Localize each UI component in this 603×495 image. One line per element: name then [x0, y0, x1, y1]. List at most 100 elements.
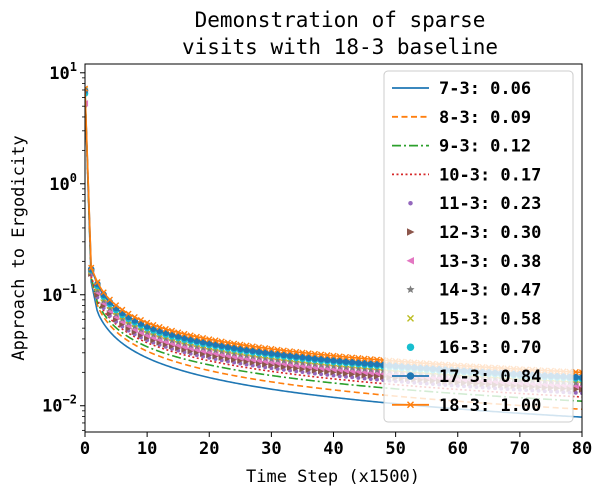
legend-label: 18-3: 1.00 [439, 396, 541, 416]
series-marker [286, 352, 294, 359]
series-marker [336, 362, 344, 370]
series-marker [355, 371, 362, 378]
series-marker [329, 362, 338, 370]
series-marker [299, 349, 306, 356]
series-marker [324, 368, 331, 375]
series-marker [293, 364, 300, 372]
x-tick-label: 80 [572, 439, 592, 459]
series-marker [150, 321, 157, 329]
series-marker [243, 342, 250, 349]
x-tick-label: 30 [261, 439, 281, 459]
series-marker [205, 345, 213, 353]
series-marker [367, 372, 375, 380]
series-marker [348, 358, 356, 366]
legend-label: 13-3: 0.38 [439, 252, 541, 272]
series-marker [255, 353, 263, 361]
series-marker [330, 352, 337, 359]
series-marker [349, 370, 356, 378]
series-marker [311, 350, 318, 358]
series-marker [255, 348, 263, 355]
series-marker [330, 357, 337, 364]
series-marker [261, 354, 269, 362]
series-marker [131, 313, 138, 321]
x-tick-label: 50 [385, 439, 405, 459]
series-marker [162, 325, 169, 333]
series-marker [156, 323, 163, 331]
series-marker [373, 366, 381, 374]
series-marker [305, 366, 313, 373]
series-marker [274, 362, 282, 370]
x-tick-label: 20 [199, 439, 219, 459]
series-marker [342, 363, 350, 371]
series-marker [578, 369, 582, 376]
legend-box [383, 70, 574, 423]
series-marker [280, 351, 288, 359]
series-marker [187, 341, 195, 349]
series-marker [125, 310, 132, 317]
series-marker [286, 364, 294, 371]
series-marker [355, 354, 362, 362]
series-marker [211, 346, 220, 354]
legend-item: 17-3: 0.84 [392, 367, 541, 387]
legend-label: 15-3: 0.58 [439, 309, 541, 329]
series-marker [572, 379, 580, 386]
series-marker [193, 342, 201, 350]
series-marker [162, 334, 170, 342]
series-marker [336, 369, 344, 377]
series-marker [124, 319, 133, 326]
series-marker [286, 348, 294, 355]
chart-title-line-1: Demonstration of sparse [195, 8, 486, 32]
series-marker [218, 347, 226, 355]
series-marker [267, 355, 275, 363]
series-marker [249, 352, 257, 360]
legend-marker [406, 372, 415, 380]
series-marker [286, 357, 294, 365]
series-marker [317, 355, 325, 363]
series-marker [230, 349, 238, 357]
series-marker [336, 353, 343, 360]
legend-item: 15-3: 0.58 [407, 309, 541, 329]
legend-item: 14-3: 0.47 [406, 281, 541, 301]
series-marker [305, 350, 312, 357]
series-marker [261, 349, 269, 356]
series-marker [187, 332, 194, 339]
y-tick-label: 100 [49, 171, 77, 195]
legend-item: 12-3: 0.30 [407, 223, 541, 243]
legend-label: 14-3: 0.47 [439, 281, 541, 301]
series-marker [199, 334, 207, 342]
series-marker [268, 349, 275, 357]
series-marker [367, 360, 375, 368]
legend-item: 13-3: 0.38 [406, 252, 541, 272]
series-marker [93, 286, 101, 294]
series-marker [348, 364, 356, 371]
series-marker [237, 357, 244, 364]
legend-item: 10-3: 0.17 [392, 165, 541, 185]
series-marker [323, 356, 331, 364]
series-marker [199, 344, 207, 351]
legend-item: 18-3: 1.00 [392, 396, 541, 416]
series-marker [255, 344, 263, 351]
series-marker [293, 348, 300, 356]
series-marker [274, 346, 281, 353]
series-marker [361, 355, 368, 362]
series-marker [119, 306, 126, 313]
legend-marker [407, 314, 414, 322]
legend-label: 9-3: 0.12 [439, 137, 531, 157]
series-marker [137, 325, 145, 333]
series-marker [280, 356, 288, 364]
series-marker [578, 384, 582, 388]
legend-item: 8-3: 0.09 [392, 108, 531, 128]
legend-label: 16-3: 0.70 [439, 338, 541, 358]
legend: 7-3: 0.06 8-3: 0.09 9-3: 0.12 10-3: 0.17 11-… [383, 70, 574, 423]
legend-marker [408, 200, 413, 206]
legend-item: 7-3: 0.06 [392, 79, 531, 99]
series-marker [112, 302, 120, 309]
series-marker [578, 374, 582, 381]
series-marker [243, 358, 251, 365]
series-marker [317, 361, 325, 368]
series-marker [311, 367, 319, 374]
series-marker [100, 297, 108, 304]
series-marker [280, 347, 287, 354]
series-marker [143, 319, 151, 326]
series-marker [94, 278, 101, 286]
